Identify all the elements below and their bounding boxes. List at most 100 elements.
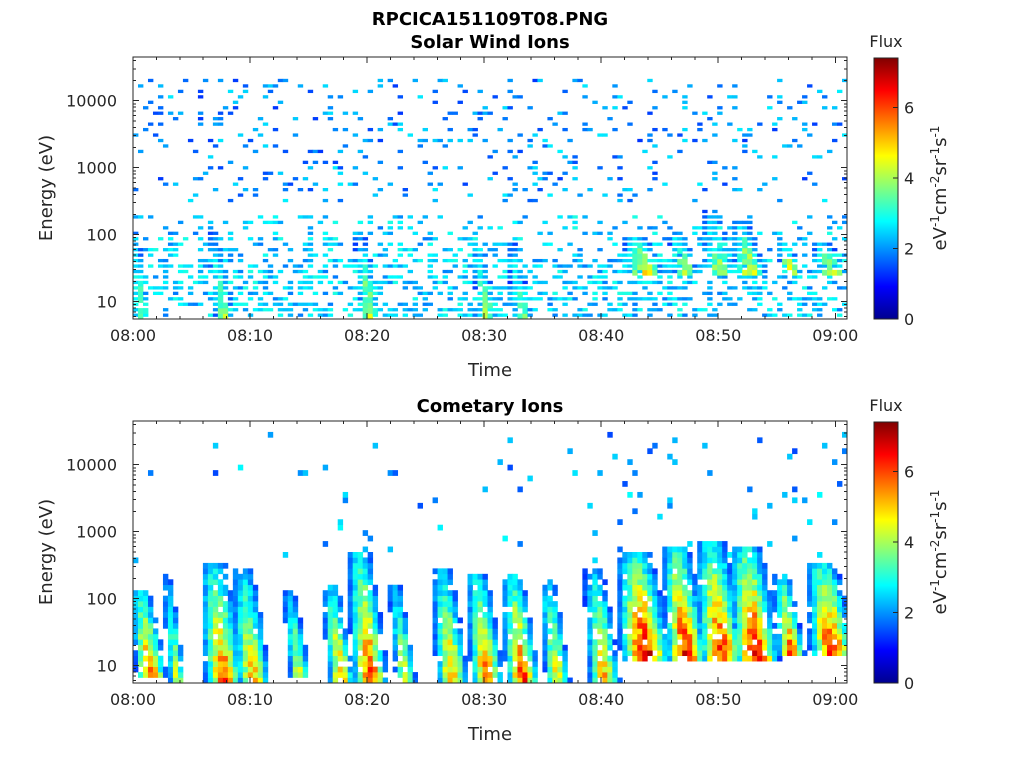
spectrogram-cell xyxy=(567,215,573,219)
spectrogram-cell xyxy=(467,308,473,312)
spectrogram-cell xyxy=(177,677,184,684)
spectrogram-cell xyxy=(332,291,339,296)
spectrogram-cell xyxy=(487,655,493,662)
spectrogram-cell xyxy=(827,280,833,285)
spectrogram-cell xyxy=(542,291,548,296)
spectrogram-cell xyxy=(642,242,648,246)
spectrogram-cell xyxy=(437,661,443,667)
spectrogram-cell xyxy=(812,633,818,640)
spectrogram-cell xyxy=(217,122,224,126)
spectrogram-cell xyxy=(212,237,219,241)
spectrogram-cell xyxy=(777,584,783,591)
spectrogram-cell xyxy=(267,89,274,94)
spectrogram-cell xyxy=(782,491,788,498)
spectrogram-cell xyxy=(807,269,813,274)
spectrogram-cell xyxy=(597,666,603,673)
spectrogram-cell xyxy=(477,264,483,268)
spectrogram-cell xyxy=(527,138,533,143)
spectrogram-cell xyxy=(512,258,518,263)
spectrogram-cell xyxy=(727,617,733,624)
spectrogram-cell xyxy=(207,248,214,252)
spectrogram-cell xyxy=(787,633,793,640)
spectrogram-cell xyxy=(742,606,748,613)
spectrogram-cell xyxy=(447,297,453,301)
spectrogram-cell xyxy=(232,302,239,306)
spectrogram-cell xyxy=(672,573,678,580)
spectrogram-cell xyxy=(817,568,823,575)
spectrogram-cell xyxy=(537,231,543,235)
spectrogram-cell xyxy=(467,280,473,285)
spectrogram-cell xyxy=(267,275,274,279)
spectrogram-cell xyxy=(652,590,658,596)
spectrogram-cell xyxy=(697,655,703,662)
spectrogram-cell xyxy=(677,579,683,586)
spectrogram-cell xyxy=(822,269,828,276)
spectrogram-cell xyxy=(757,302,763,306)
spectrogram-cell xyxy=(592,622,598,629)
spectrogram-cell xyxy=(827,612,833,618)
spectrogram-cell xyxy=(677,552,683,558)
spectrogram-cell xyxy=(182,302,189,306)
spectrogram-cell xyxy=(217,644,224,651)
spectrogram-cell xyxy=(332,590,339,596)
spectrogram-cell xyxy=(247,617,254,624)
spectrogram-cell xyxy=(457,275,463,279)
spectrogram-cell xyxy=(467,220,473,225)
spectrogram-cell xyxy=(247,573,254,580)
spectrogram-cell xyxy=(387,590,394,596)
spectrogram-cell xyxy=(412,297,418,301)
spectrogram-cell xyxy=(517,655,523,662)
spectrogram-cell xyxy=(362,258,369,263)
spectrogram-cell xyxy=(362,557,369,564)
spectrogram-cell xyxy=(622,601,628,607)
spectrogram-cell xyxy=(602,280,608,285)
spectrogram-cell xyxy=(312,182,319,186)
spectrogram-cell xyxy=(467,655,473,662)
spectrogram-cell xyxy=(222,269,229,274)
spectrogram-cell xyxy=(327,601,334,607)
spectrogram-cell xyxy=(137,622,144,629)
spectrogram-cell xyxy=(787,579,793,586)
spectrogram-cell xyxy=(577,275,583,279)
spectrogram-cell xyxy=(637,138,643,143)
spectrogram-cell xyxy=(707,95,713,99)
spectrogram-cell xyxy=(812,644,818,651)
spectrogram-cell xyxy=(507,573,513,580)
spectrogram-cell xyxy=(367,258,374,263)
spectrogram-cell xyxy=(707,579,713,586)
spectrogram-cell xyxy=(477,595,483,602)
spectrogram-cell xyxy=(547,650,553,657)
spectrogram-cell xyxy=(472,231,478,235)
spectrogram-cell xyxy=(257,661,264,667)
spectrogram-cell xyxy=(222,666,229,673)
spectrogram-cell xyxy=(192,149,199,154)
spectrogram-cell xyxy=(542,644,548,651)
spectrogram-cell xyxy=(592,584,598,591)
spectrogram-cell xyxy=(227,237,234,241)
spectrogram-cell xyxy=(397,661,404,667)
spectrogram-cell xyxy=(817,601,823,607)
spectrogram-cell xyxy=(782,650,788,657)
spectrogram-cell xyxy=(712,650,718,657)
spectrogram-cell xyxy=(262,253,269,257)
spectrogram-cell xyxy=(632,644,638,651)
spectrogram-cell xyxy=(432,138,438,143)
spectrogram-cell xyxy=(702,552,708,558)
spectrogram-cell xyxy=(542,606,548,613)
spectrogram-cell xyxy=(647,138,653,143)
spectrogram-cell xyxy=(427,253,433,257)
spectrogram-cell xyxy=(732,546,738,553)
spectrogram-cell xyxy=(252,280,259,285)
spectrogram-cell xyxy=(717,639,723,646)
spectrogram-cell xyxy=(662,95,668,99)
spectrogram-cell xyxy=(792,242,798,246)
spectrogram-cell xyxy=(627,491,633,498)
spectrogram-cell xyxy=(582,590,588,596)
spectrogram-cell xyxy=(352,579,359,586)
spectrogram-cell xyxy=(237,612,244,618)
spectrogram-cell xyxy=(222,248,229,252)
spectrogram-cell xyxy=(572,166,578,170)
spectrogram-cell xyxy=(752,149,758,154)
spectrogram-cell xyxy=(202,672,209,678)
spectrogram-cell xyxy=(252,606,259,613)
